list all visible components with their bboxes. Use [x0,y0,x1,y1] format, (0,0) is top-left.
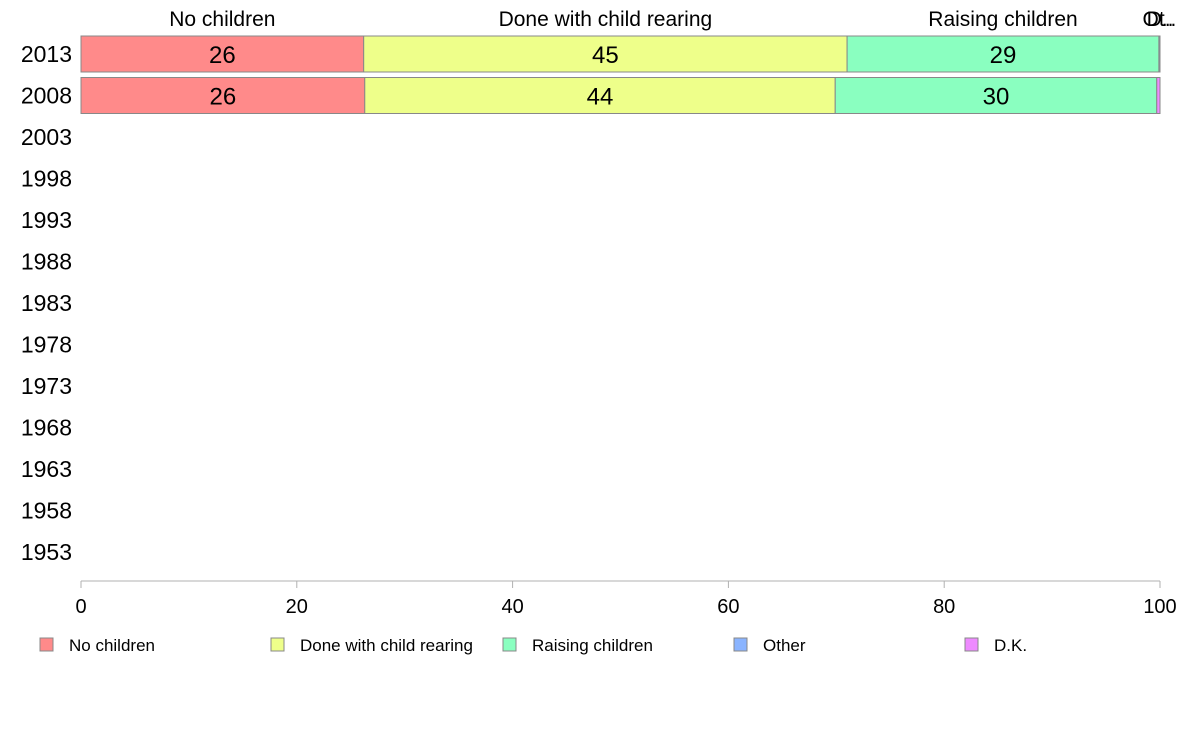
year-label: 1963 [21,456,72,482]
x-tick-label: 60 [717,596,739,618]
top-category-label: No children [169,8,275,31]
year-label: 1978 [21,332,72,358]
top-category-label: Ot.. [1143,8,1177,31]
top-category-label: D.. [1147,8,1174,31]
legend-swatch [502,637,517,652]
year-label: 1983 [21,290,72,316]
year-axis-labels: 2013 2008 2003 1998 1993 1988 1983 1978 1973 1968… [21,41,72,565]
top-category-label: Raising children [928,8,1077,31]
bar-segment [1156,77,1161,114]
legend-label: Other [763,636,806,655]
year-label: 1953 [21,539,72,565]
x-tick-label: 100 [1143,596,1176,618]
year-label: 1988 [21,249,72,275]
legend-swatch [733,637,748,652]
bar-segment [1158,35,1161,73]
year-label: 1958 [21,498,72,524]
year-label: 1998 [21,166,72,192]
bar-value-label: 29 [990,42,1017,69]
category-top-labels: No children Done with child rearing Raisin… [169,8,1176,31]
year-label: 2008 [21,83,72,109]
bar-value-label: 26 [210,84,237,111]
bars-layer: 26 45 29 26 44 30 [80,35,1161,114]
legend-label: Raising children [532,636,653,655]
bar-segment [834,77,1158,114]
x-tick-label: 40 [501,596,523,618]
bar-segment [364,77,836,114]
x-tick-label: 80 [933,596,955,618]
legend-label: Done with child rearing [300,636,473,655]
legend-label: No children [69,636,155,655]
legend: No children Done with child rearing Raisin… [39,636,1027,655]
x-tick-label: 20 [286,596,308,618]
year-label: 1968 [21,415,72,441]
legend-swatch [964,637,979,652]
bar-value-label: 45 [592,42,619,69]
bar-value-label: 30 [983,84,1010,111]
legend-swatch [39,637,54,652]
year-label: 1973 [21,373,72,399]
year-label: 1993 [21,207,72,233]
bar-value-label: 26 [209,42,236,69]
year-label: 2013 [21,41,72,67]
legend-swatch [270,637,285,652]
year-label: 2003 [21,124,72,150]
bar-segment [363,35,848,73]
bar-value-label: 44 [587,84,614,111]
legend-label: D.K. [994,636,1027,655]
top-category-label: Done with child rearing [499,8,713,31]
x-tick-label: 0 [75,596,86,618]
x-axis: 0 20 40 60 80 100 [75,580,1177,618]
